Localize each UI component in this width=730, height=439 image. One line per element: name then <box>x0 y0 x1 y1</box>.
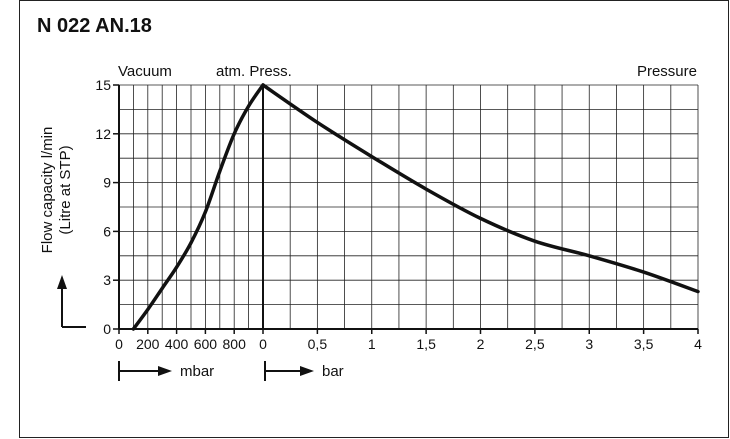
x-tick-label-bar: 2 <box>477 336 485 352</box>
flow-curve-vacuum <box>131 83 265 331</box>
flow-curve-pressure <box>261 83 700 294</box>
x-tick-label-bar: 3,5 <box>634 336 654 352</box>
chart-title: N 022 AN.18 <box>37 15 152 37</box>
x-tick-label-mbar: 200 <box>136 336 160 352</box>
x-tick-label-bar: 3 <box>585 336 593 352</box>
x-tick-label-bar: 0,5 <box>308 336 328 352</box>
tick-labels: 0 3 6 9 12 15 0 200 400 600 800 0 0,5 1 1,5 2 2,5 3 3,5 4 <box>95 77 702 352</box>
mbar-unit-arrow <box>118 361 172 381</box>
x-tick-label-mbar: 0 <box>259 336 267 352</box>
x-tick-label-bar: 2,5 <box>525 336 545 352</box>
x-tick-label-bar: 1 <box>368 336 376 352</box>
x-tick-label-mbar: 0 <box>115 336 123 352</box>
vacuum-label: Vacuum <box>118 63 172 80</box>
x-tick-label-mbar: 400 <box>165 336 189 352</box>
axes <box>118 85 698 330</box>
y-tick-label: 3 <box>103 272 111 288</box>
y-tick-label: 9 <box>103 175 111 191</box>
bar-unit-arrow <box>264 361 314 381</box>
atm-press-label: atm. Press. <box>216 63 292 80</box>
y-tick-label: 12 <box>95 126 111 142</box>
y-tick-label: 6 <box>103 223 111 239</box>
x-tick-label-mbar: 600 <box>194 336 218 352</box>
x-tick-label-bar: 1,5 <box>416 336 436 352</box>
y-axis-label-line2: (Litre at STP) <box>57 145 74 234</box>
x-tick-label-bar: 4 <box>694 336 702 352</box>
series <box>131 83 700 331</box>
pressure-label: Pressure <box>637 63 697 80</box>
grid <box>119 84 699 329</box>
y-axis-arrow <box>57 275 86 328</box>
chart-frame <box>19 0 729 438</box>
y-tick-label: 0 <box>103 321 111 337</box>
x-tick-label-mbar: 800 <box>223 336 247 352</box>
y-tick-label: 15 <box>95 77 111 93</box>
mbar-unit-label: mbar <box>180 363 214 380</box>
y-axis-label-line1: Flow capacity l/min <box>39 127 56 254</box>
bar-unit-label: bar <box>322 363 344 380</box>
